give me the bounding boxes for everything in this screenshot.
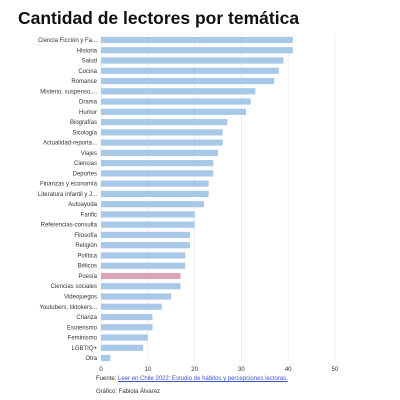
bar — [101, 242, 190, 249]
bar — [101, 252, 186, 259]
bar — [101, 139, 223, 146]
chart-credit: Gráfico: Fabiola Álvarez — [96, 389, 161, 395]
bar — [101, 149, 218, 156]
category-label: Romance — [71, 79, 97, 85]
category-label: Poesía — [78, 274, 97, 280]
bar — [101, 231, 190, 239]
x-tick-label: 40 — [285, 367, 292, 373]
category-label: Drama — [79, 100, 98, 106]
category-label: Ciencias sociales — [51, 284, 97, 290]
category-label: Historia — [77, 48, 98, 54]
x-tick-label: 10 — [144, 367, 151, 373]
bars — [101, 36, 293, 362]
bar — [101, 293, 172, 300]
category-label: Feminismo — [68, 336, 98, 342]
bar — [101, 36, 293, 44]
bar — [101, 201, 204, 208]
bar — [101, 324, 153, 331]
category-label: Actualidad-reporta... — [43, 141, 97, 147]
category-label: Bélicos — [78, 264, 97, 270]
category-label: Literatura Infantil y J... — [38, 192, 97, 198]
category-label: Cocina — [78, 69, 97, 75]
bar — [101, 108, 247, 115]
category-label: Misterio, suspenso,... — [40, 89, 97, 95]
bar — [101, 88, 256, 95]
category-label: Ciencias — [74, 161, 97, 167]
bar — [101, 67, 279, 74]
category-label: Otra — [85, 356, 97, 362]
category-label: Religión — [75, 243, 97, 249]
category-label: Youtubers, tiktokers... — [40, 305, 98, 311]
bar — [101, 303, 162, 310]
bar — [101, 334, 148, 341]
category-label: LGBTIQ+ — [71, 346, 97, 352]
bar — [101, 313, 153, 321]
bar — [101, 272, 181, 280]
bar — [101, 180, 209, 187]
bar — [101, 77, 275, 85]
bar — [101, 47, 293, 54]
chart-title: Cantidad de lectores por temática — [18, 8, 300, 28]
x-tick-label: 0 — [99, 367, 103, 373]
bar — [101, 190, 209, 197]
category-label: Viajes — [81, 151, 97, 157]
x-tick-label: 50 — [332, 367, 339, 373]
category-label: Referencias-consulta — [41, 223, 98, 229]
category-label: Ciencia Ficción y Fa... — [38, 38, 97, 44]
category-label: Sicología — [72, 130, 97, 136]
category-label: Deportes — [73, 171, 97, 177]
x-tick-label: 20 — [191, 367, 198, 373]
category-label: Videojuegos — [64, 295, 97, 301]
category-label: Fanfic — [81, 212, 97, 218]
bar — [101, 57, 284, 64]
category-label: Autoayuda — [68, 202, 97, 208]
source-note: Fuente: Leer en Chile 2022: Estudio de h… — [96, 376, 288, 382]
category-labels: Ciencia Ficción y Fa... Historia Salud Coci… — [38, 38, 98, 362]
source-link[interactable]: Leer en Chile 2022: Estudio de hábitos y… — [118, 376, 288, 382]
bar — [101, 283, 181, 290]
bar — [101, 211, 195, 218]
category-label: Humor — [79, 110, 97, 116]
bar — [101, 170, 214, 177]
bar — [101, 221, 195, 228]
category-label: Biografías — [70, 120, 97, 126]
bar — [101, 98, 251, 105]
category-label: Salud — [82, 59, 97, 65]
bar — [101, 160, 214, 167]
category-label: Finanzas y economía — [40, 182, 98, 188]
bar — [101, 118, 228, 126]
bar — [101, 129, 223, 136]
category-label: Esoterismo — [67, 325, 98, 331]
category-label: Política — [77, 253, 97, 259]
bar — [101, 354, 111, 362]
category-label: Crianza — [76, 315, 97, 321]
source-prefix: Fuente: — [96, 376, 119, 382]
x-tick-label: 30 — [238, 367, 245, 373]
category-label: Filosofía — [74, 233, 97, 239]
bar — [101, 262, 186, 269]
bar — [101, 344, 144, 351]
x-axis-tick-labels: 0 10 20 30 40 50 — [99, 367, 339, 373]
